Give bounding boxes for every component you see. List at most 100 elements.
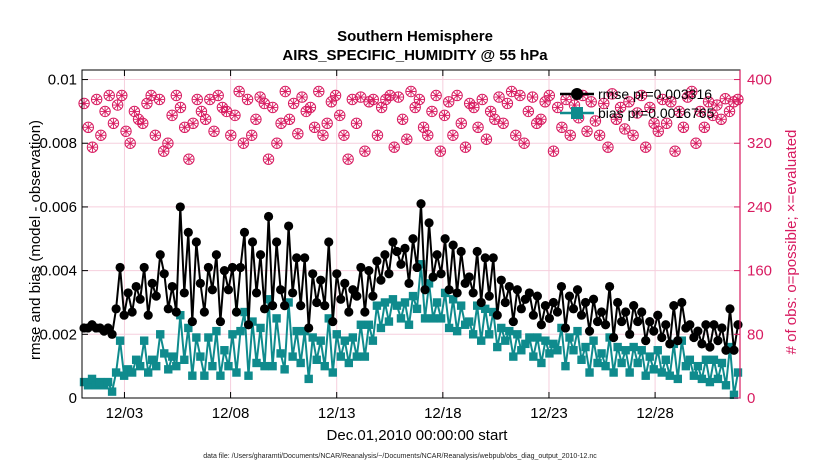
obs-possible-circle — [531, 117, 543, 130]
obs-evaluated-star — [163, 138, 173, 148]
obs-marker — [120, 125, 132, 138]
rmse-point — [147, 278, 157, 288]
obs-marker — [225, 129, 237, 141]
obs-possible-circle — [581, 125, 593, 138]
x-ticks: 12/03 12/08 12/13 12/18 12/23 12/28 — [106, 70, 674, 422]
bias-point — [585, 368, 594, 377]
bias-point — [208, 361, 217, 371]
obs-evaluated-star — [687, 86, 697, 97]
obs-evaluated-star — [662, 118, 672, 128]
bias-point — [481, 304, 490, 314]
obs-evaluated-star — [456, 118, 466, 128]
rmse-point — [556, 281, 567, 292]
obs-evaluated-star — [439, 110, 450, 120]
obs-evaluated-star — [234, 86, 244, 97]
obs-evaluated-star — [632, 108, 642, 118]
obs-possible-circle — [627, 129, 639, 141]
obs-evaluated-star — [502, 98, 512, 109]
obs-marker — [518, 137, 530, 149]
obs-marker — [669, 145, 681, 157]
obs-evaluated-star — [414, 94, 424, 105]
bias-point — [127, 368, 137, 377]
obs-marker — [313, 85, 325, 98]
obs-marker — [195, 105, 208, 118]
bias-point — [172, 361, 181, 371]
bias-point — [248, 317, 257, 326]
obs-marker — [266, 101, 279, 114]
bias-point — [276, 349, 285, 358]
obs-marker — [417, 121, 430, 134]
bias-point — [87, 374, 97, 384]
bias-point — [657, 368, 666, 377]
rmse-point — [504, 281, 514, 292]
bias-point — [456, 301, 466, 310]
obs-evaluated-star — [603, 142, 613, 152]
obs-evaluated-star — [716, 114, 726, 124]
obs-possible-circle — [342, 153, 354, 165]
obs-possible-circle — [107, 117, 120, 130]
rmse-point — [560, 323, 571, 333]
bias-point — [384, 317, 394, 326]
rmse-point — [588, 294, 599, 304]
rmse-point — [717, 323, 727, 333]
bias-point — [312, 355, 321, 364]
obs-evaluated-star — [100, 106, 110, 116]
bias-point — [360, 352, 370, 361]
obs-evaluated-star — [486, 106, 496, 116]
obs-possible-circle — [174, 101, 187, 114]
bias-point — [400, 298, 410, 307]
rmse-point — [324, 237, 334, 247]
bias-point — [428, 314, 438, 323]
obs-marker — [82, 121, 94, 134]
y-tick-label-right: 160 — [747, 263, 772, 280]
bias-point — [164, 365, 173, 374]
bias-point — [649, 365, 658, 374]
rmse-point — [677, 297, 687, 308]
rmse-point — [452, 288, 462, 298]
bias-point — [380, 298, 390, 307]
y-tick-label-left: 0.008 — [39, 135, 77, 152]
bias-point — [396, 314, 406, 323]
obs-possible-circle — [78, 97, 90, 110]
obs-possible-circle — [283, 113, 296, 126]
obs-possible-circle — [468, 101, 480, 114]
obs-evaluated-star — [385, 90, 395, 101]
obs-possible-circle — [212, 89, 224, 102]
obs-possible-circle — [619, 123, 631, 135]
obs-possible-circle — [187, 117, 199, 130]
obs-marker — [283, 113, 296, 126]
obs-evaluated-star — [154, 94, 165, 105]
bias-point — [637, 346, 646, 355]
obs-possible-circle — [635, 89, 648, 102]
rmse-point — [544, 313, 555, 323]
bias-point — [296, 358, 305, 368]
obs-possible-circle — [526, 91, 539, 103]
obs-evaluated-star — [444, 97, 454, 107]
bias-point — [260, 361, 269, 371]
chart-title: Southern Hemisphere — [337, 28, 493, 45]
rmse-point — [432, 250, 442, 260]
obs-marker — [380, 93, 392, 106]
obs-possible-circle — [166, 109, 178, 122]
bias-point — [509, 352, 518, 361]
rmse-point — [528, 310, 538, 320]
bias-point — [673, 374, 683, 384]
rmse-point — [404, 278, 414, 288]
obs-possible-circle — [313, 85, 325, 98]
obs-marker — [229, 109, 241, 122]
obs-marker — [451, 89, 463, 102]
bias-point — [244, 371, 253, 380]
obs-possible-circle — [246, 129, 258, 141]
bias-point — [629, 342, 638, 352]
rmse-point — [328, 316, 338, 327]
rmse-point — [705, 342, 715, 352]
bias-point — [348, 333, 358, 342]
bias-point — [228, 330, 237, 339]
y-tick-label-left: 0.002 — [39, 326, 77, 343]
bias-point — [617, 358, 626, 368]
obs-marker — [346, 93, 359, 106]
rmse-point — [276, 285, 286, 295]
obs-marker — [426, 105, 438, 118]
bias-point — [152, 361, 161, 371]
bias-point — [565, 333, 574, 342]
